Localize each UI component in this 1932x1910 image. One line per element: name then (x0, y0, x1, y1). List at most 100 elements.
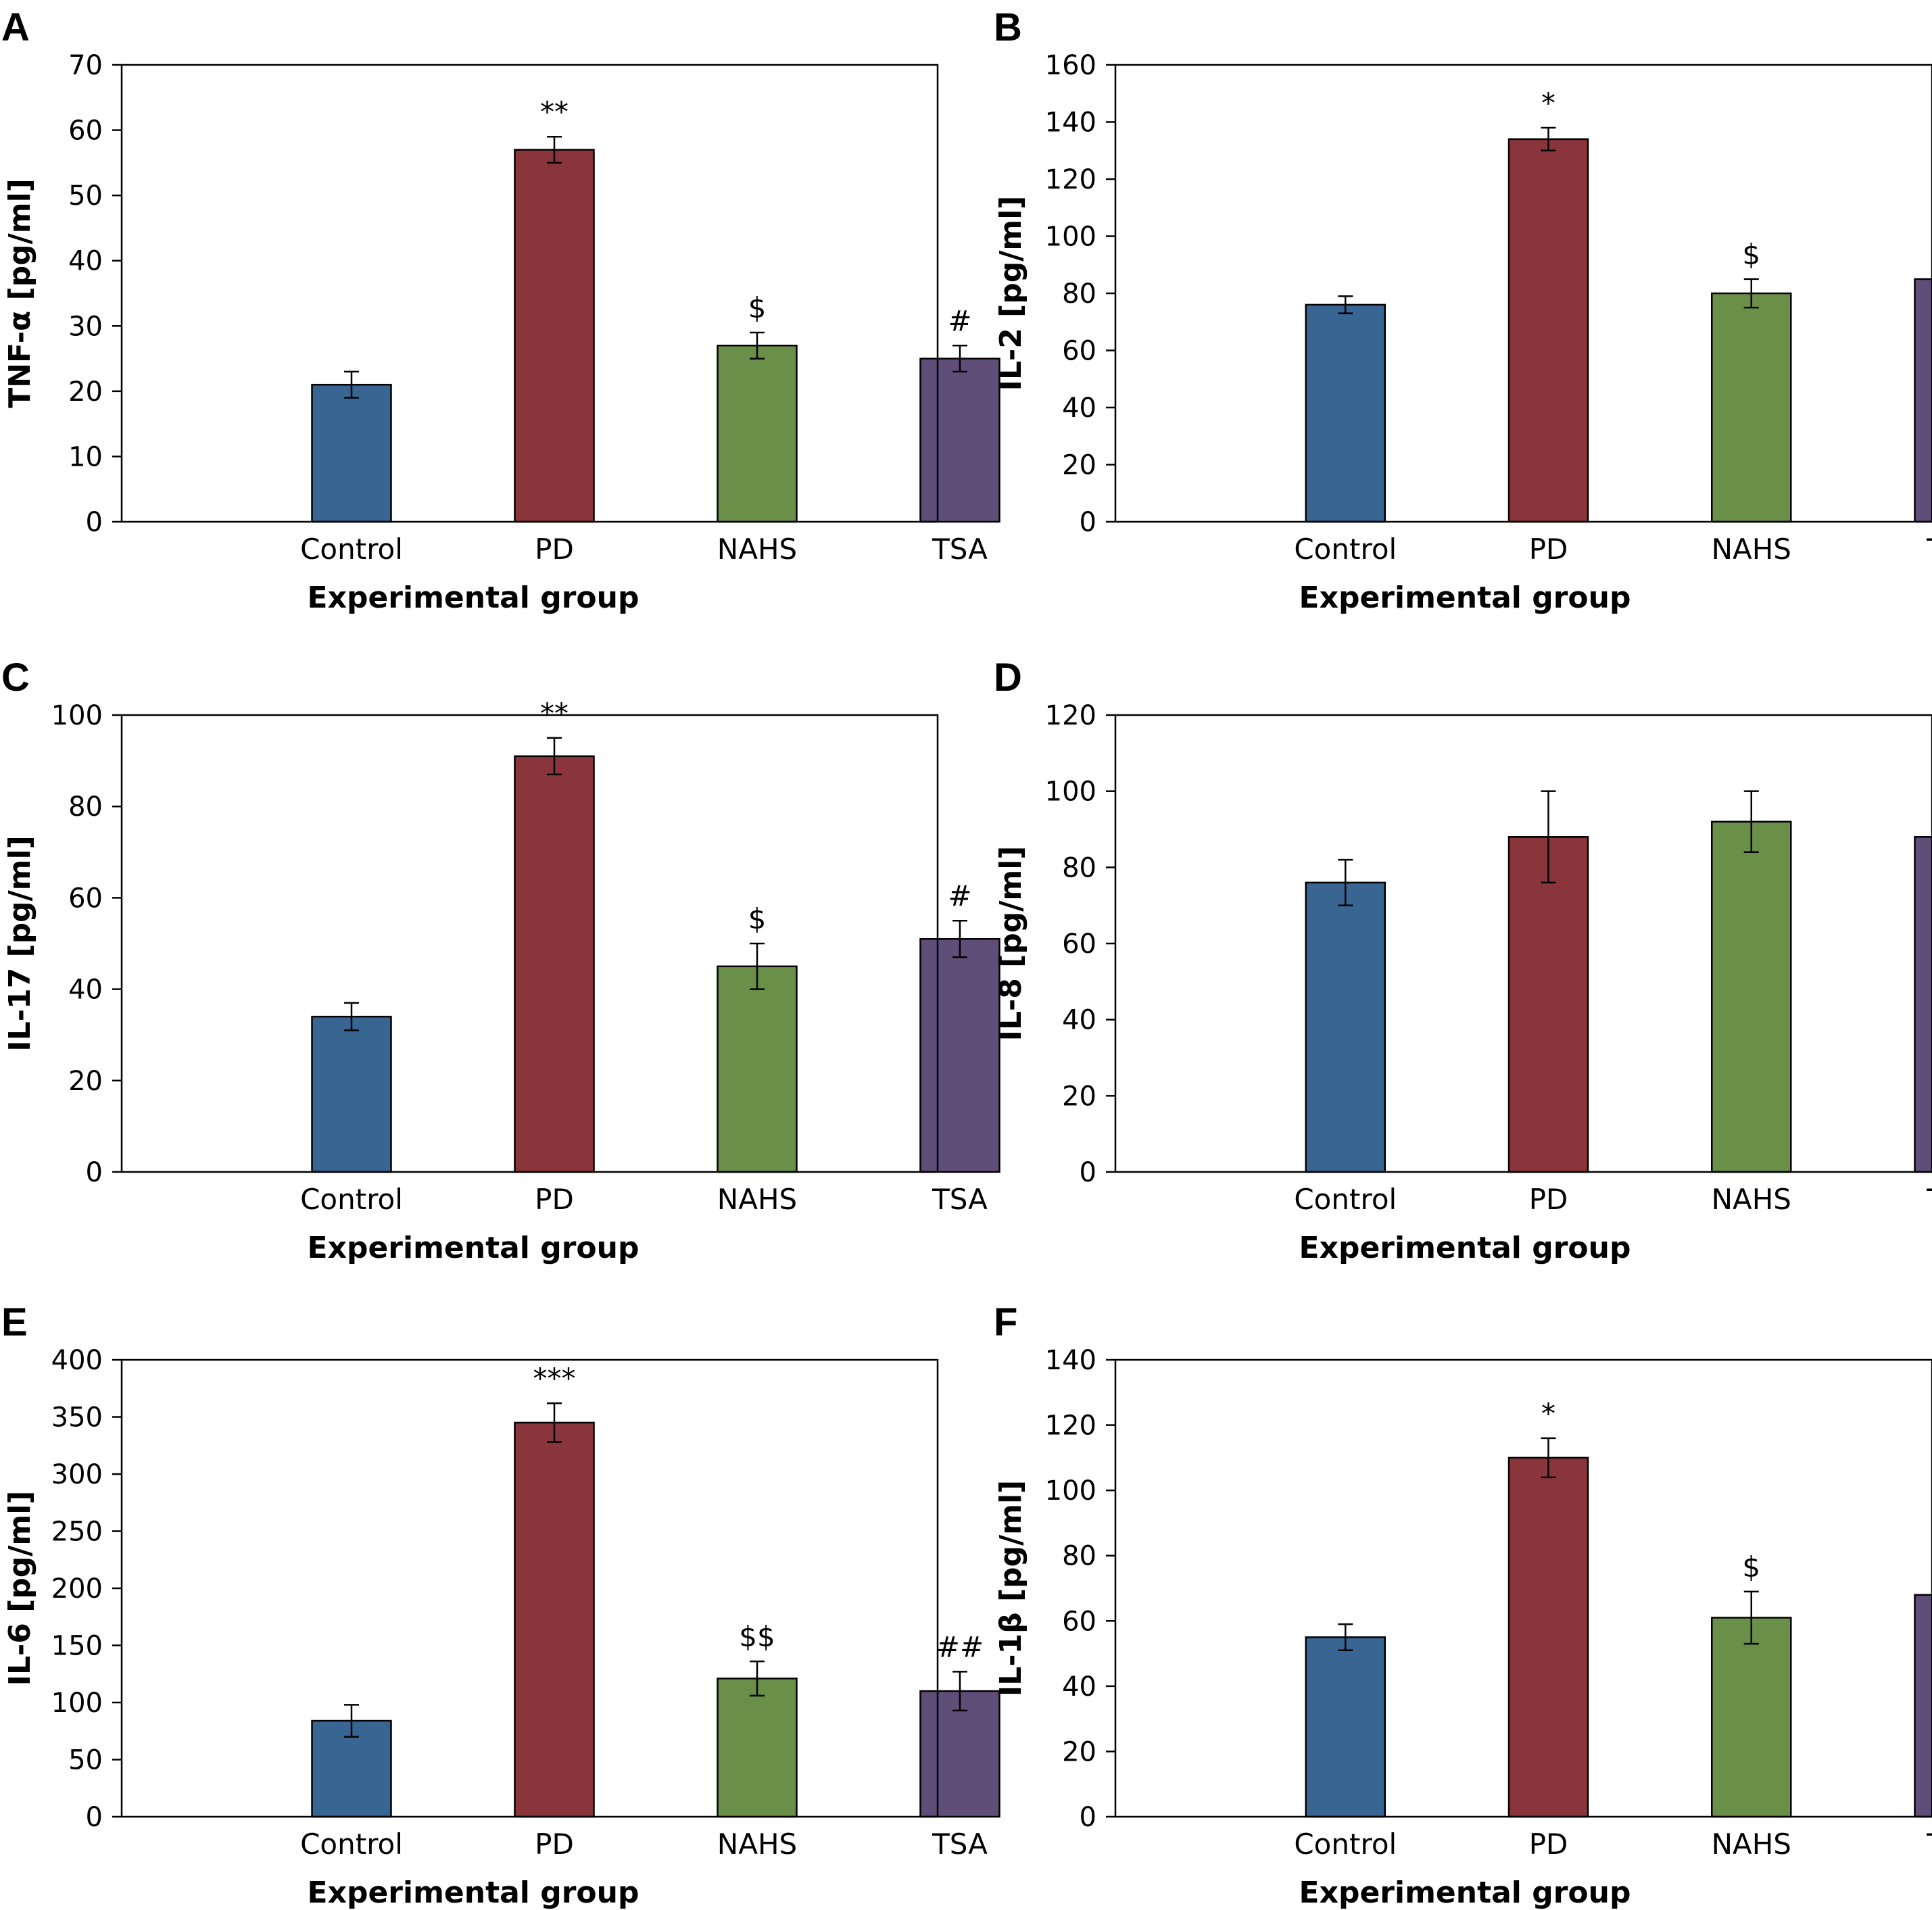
y-tick-label: 100 (1045, 777, 1096, 808)
x-tick-label: NAHS (717, 1183, 797, 1216)
y-tick-label: 20 (1062, 1081, 1096, 1112)
y-tick-label: 0 (86, 507, 103, 538)
y-axis-title: IL-17 [pg/ml] (3, 835, 37, 1051)
error-bar-pd (547, 135, 562, 164)
error-bar-control (1338, 1623, 1353, 1651)
y-tick-label: 20 (68, 376, 103, 408)
error-bar-control (1338, 858, 1353, 906)
y-axis-title: TNF-α [pg/ml] (3, 178, 37, 408)
y-tick-label: 0 (1080, 507, 1096, 538)
panel-letter: D (994, 656, 1022, 700)
significance-label-tsa: # (948, 304, 971, 337)
error-bar-nahs (750, 1660, 765, 1697)
bar-nahs (717, 345, 798, 523)
significance-label-pd: * (1541, 1397, 1555, 1430)
significance-label-nahs: $ (748, 902, 767, 935)
error-bar-control (344, 1704, 359, 1738)
bar-control (1305, 303, 1386, 523)
x-tick-label: PD (1529, 1183, 1568, 1216)
bar-control (311, 383, 392, 523)
x-axis-title: Experimental group (1299, 1231, 1631, 1265)
panel-letter: C (1, 656, 30, 700)
x-tick-label: TSA (932, 1183, 988, 1216)
y-tick-label: 40 (1062, 393, 1096, 424)
bar-pd (1507, 138, 1589, 523)
plot-frame (120, 714, 939, 1173)
y-tick-label: 60 (1062, 336, 1096, 367)
bar-pd (1507, 1456, 1589, 1818)
y-tick-label: 40 (1062, 1671, 1096, 1703)
x-tick-label: Control (300, 1828, 403, 1861)
error-bar-tsa (952, 919, 967, 958)
y-tick-label: 0 (86, 1157, 103, 1188)
bar-nahs (717, 1678, 798, 1818)
y-tick-label: 60 (1062, 929, 1096, 960)
bar-pd (514, 755, 595, 1173)
y-tick-label: 60 (68, 116, 103, 147)
bar-nahs (1711, 1617, 1792, 1818)
error-bar-nahs (1743, 278, 1759, 309)
bar-tsa (919, 937, 1000, 1173)
y-tick-label: 20 (1062, 450, 1096, 481)
y-axis-title: IL-6 [pg/ml] (3, 1491, 37, 1686)
x-tick-label: NAHS (1712, 1828, 1791, 1861)
significance-label-pd: ** (540, 95, 569, 128)
error-bar-nahs (1743, 790, 1759, 854)
x-axis-title: Experimental group (308, 581, 639, 615)
y-tick-label: 80 (1062, 278, 1096, 310)
x-tick-label: NAHS (717, 1828, 797, 1861)
y-tick-label: 120 (1045, 1411, 1096, 1442)
bar-pd (514, 149, 595, 523)
bar-control (311, 1015, 392, 1173)
significance-label-nahs: $ (1742, 1550, 1760, 1584)
y-tick-label: 0 (86, 1802, 103, 1833)
plot-frame (1114, 1358, 1932, 1818)
y-axis-title: IL-8 [pg/ml] (994, 846, 1028, 1042)
x-axis-title: Experimental group (308, 1876, 639, 1910)
error-bar-pd (1541, 126, 1556, 151)
y-tick-label: 120 (1045, 700, 1096, 731)
y-axis-title: IL-1β [pg/ml] (994, 1480, 1028, 1696)
x-tick-label: PD (535, 1183, 574, 1216)
y-tick-label: 60 (1062, 1606, 1096, 1637)
x-tick-label: PD (535, 533, 574, 566)
plot-frame (120, 64, 939, 523)
error-bar-control (344, 370, 359, 399)
bar-control (1305, 1636, 1386, 1818)
significance-label-nahs: $$ (739, 1620, 775, 1653)
bar-nahs (1711, 821, 1792, 1173)
bar-nahs (1711, 292, 1792, 523)
panel-letter: F (994, 1300, 1017, 1344)
x-axis-title: Experimental group (308, 1231, 639, 1265)
bar-tsa (1914, 836, 1932, 1173)
y-tick-label: 250 (51, 1517, 103, 1548)
significance-label-pd: *** (533, 1362, 576, 1395)
significance-label-tsa: # (948, 879, 971, 912)
x-tick-label: Control (300, 533, 403, 566)
x-tick-label: Control (1294, 533, 1397, 566)
x-tick-label: NAHS (1712, 1183, 1791, 1216)
bar-control (1305, 881, 1386, 1173)
y-tick-label: 100 (1045, 1475, 1096, 1507)
x-axis-title: Experimental group (1299, 1876, 1631, 1910)
bar-tsa (1914, 1594, 1932, 1818)
error-bar-control (1338, 295, 1353, 314)
panel-letter: B (994, 5, 1022, 49)
y-tick-label: 100 (51, 700, 103, 731)
significance-label-pd: ** (540, 697, 569, 730)
x-tick-label: NAHS (1712, 533, 1791, 566)
x-tick-label: TSA (932, 533, 988, 566)
y-tick-label: 20 (1062, 1736, 1096, 1767)
chart-panel-f: FControl*PD$NAHS#TSA020406080100120140Ex… (994, 1300, 1932, 1910)
y-tick-label: 10 (68, 441, 103, 472)
y-tick-label: 60 (68, 883, 103, 914)
chart-panel-b: BControl*PD$NAHS#TSA02040608010012014016… (994, 5, 1932, 615)
x-tick-label: Control (1294, 1828, 1397, 1861)
bar-pd (514, 1421, 595, 1818)
chart-panel-e: E Control *** PD $$ NAHS ## TSA 0 50 100 150 200 250 3… (1, 1300, 1000, 1910)
y-tick-label: 80 (1062, 852, 1096, 883)
y-tick-label: 350 (51, 1402, 103, 1434)
x-tick-label: TSA (1926, 1183, 1932, 1216)
chart-panel-a: A Control ** PD $ NAHS # TSA 0 10 20 30 40 50 60 70 Expe… (1, 5, 1000, 615)
y-tick-label: 100 (1045, 222, 1096, 253)
